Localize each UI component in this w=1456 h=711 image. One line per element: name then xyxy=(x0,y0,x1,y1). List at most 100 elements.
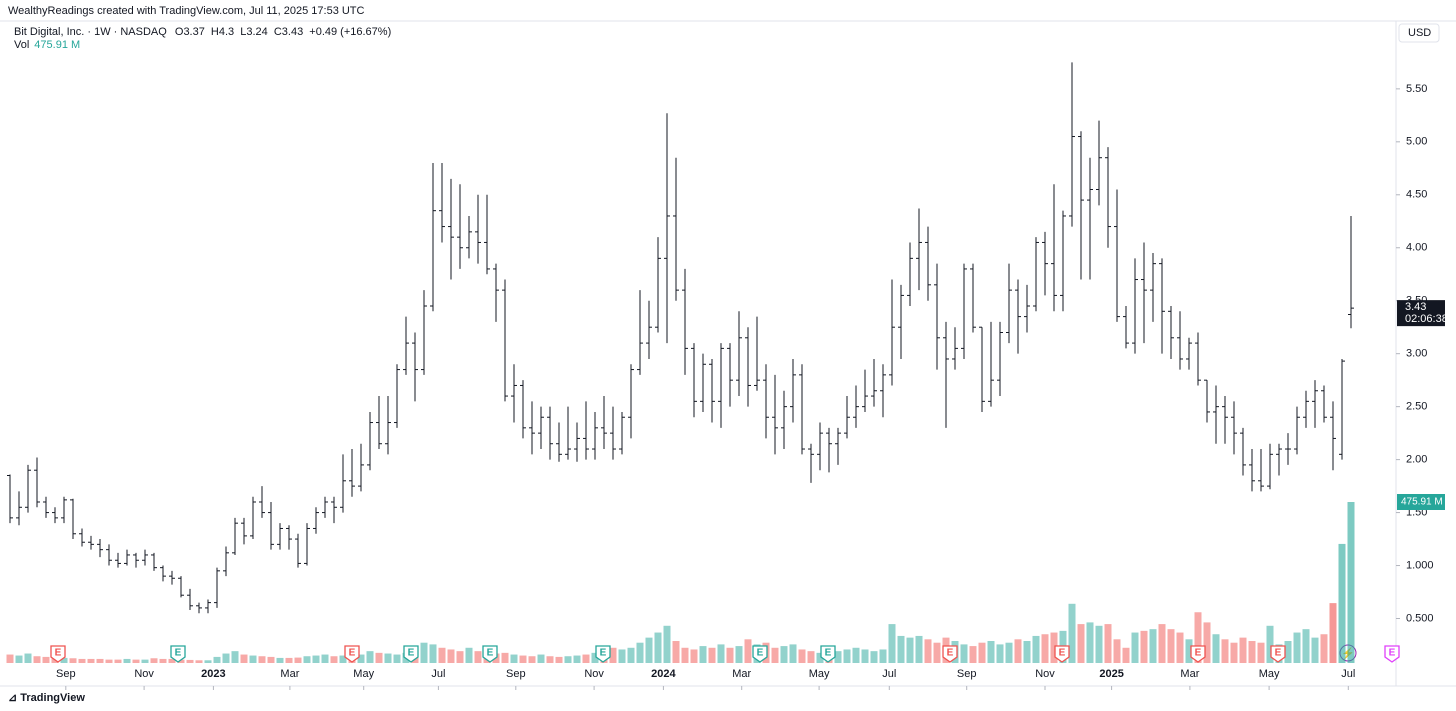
volume-bar xyxy=(231,651,239,663)
volume-bar xyxy=(978,642,986,663)
volume-bar xyxy=(222,653,230,663)
x-tick-label: 2025 xyxy=(1099,668,1123,680)
x-tick-label: May xyxy=(1259,668,1280,680)
currency-button[interactable] xyxy=(1398,23,1440,43)
volume-bar xyxy=(816,652,824,663)
volume-bar xyxy=(186,659,194,663)
volume-bar xyxy=(429,644,437,663)
earnings-icon xyxy=(1054,645,1070,663)
volume-bar xyxy=(537,654,545,663)
volume-bar xyxy=(1311,637,1319,663)
volume-bar xyxy=(24,653,32,663)
volume-bar xyxy=(87,658,95,663)
volume-bar xyxy=(1221,639,1229,663)
c-value: 3.43 xyxy=(282,26,303,38)
volume-bar xyxy=(60,657,68,663)
currency[interactable]: USD xyxy=(1408,27,1431,39)
earnings-label: E xyxy=(1195,648,1202,659)
earnings-label: E xyxy=(757,648,764,659)
volume-bar xyxy=(609,647,617,663)
volume-bar xyxy=(1329,603,1337,663)
x-tick-label: Jul xyxy=(882,668,896,680)
y-tick-label: 5.00 xyxy=(1406,136,1427,148)
volume-bar xyxy=(1050,632,1058,663)
vol-label: Vol 475.91 M xyxy=(14,39,80,51)
volume-bar xyxy=(420,642,428,663)
volume-bar xyxy=(456,651,464,663)
earnings-icon xyxy=(344,645,360,663)
earnings-icon xyxy=(170,645,186,663)
volume-bar xyxy=(1230,642,1238,663)
volume-bar xyxy=(906,637,914,663)
volume-bar xyxy=(870,651,878,663)
volume-bar xyxy=(807,651,815,663)
y-tick-label: 2.00 xyxy=(1406,454,1427,466)
volume-bar xyxy=(96,658,104,663)
volume-bar xyxy=(897,635,905,663)
volume-bar xyxy=(42,656,50,663)
volume-bar xyxy=(1248,641,1256,663)
o-label: O xyxy=(175,26,184,38)
volume-bar xyxy=(384,653,392,663)
earnings-icon xyxy=(1384,645,1400,663)
earnings-icon xyxy=(403,645,419,663)
volume-bar xyxy=(1005,642,1013,663)
volume-bar xyxy=(375,652,383,663)
volume-bar xyxy=(69,658,77,663)
earnings-label: E xyxy=(175,648,182,659)
volume-bar xyxy=(663,625,671,663)
x-tick-label: Jul xyxy=(431,668,445,680)
volume-bar xyxy=(1212,634,1220,663)
volume-bar xyxy=(1266,625,1274,663)
volume-bar xyxy=(123,658,131,663)
earnings-label: E xyxy=(1389,648,1396,659)
earnings-label: E xyxy=(1059,648,1066,659)
volume-bar xyxy=(915,635,923,663)
volume-bar xyxy=(681,647,689,663)
volume-bar xyxy=(1185,639,1193,663)
volume-bar xyxy=(528,656,536,663)
earnings-icon xyxy=(752,645,768,663)
x-tick-label: Sep xyxy=(506,668,526,680)
earnings-icon xyxy=(1270,645,1286,663)
vol-value: 475.91 M xyxy=(34,39,80,51)
volume-bar xyxy=(1068,603,1076,663)
volume-bar xyxy=(708,647,716,663)
price-badge xyxy=(1397,300,1445,327)
volume-bar xyxy=(6,654,14,663)
volume-bar xyxy=(1176,632,1184,663)
volume-bar xyxy=(249,655,257,663)
volume-bar xyxy=(987,641,995,663)
y-tick-label: 1.000 xyxy=(1406,559,1434,571)
o-value: 3.37 xyxy=(183,26,204,38)
x-tick-label: Sep xyxy=(957,668,977,680)
volume-bar xyxy=(564,656,572,663)
earnings-icon xyxy=(1190,645,1206,663)
volume-bar xyxy=(1320,634,1328,663)
volume-bar xyxy=(267,656,275,663)
volume-bar xyxy=(357,654,365,663)
volume-bar xyxy=(1284,641,1292,663)
volume-bar xyxy=(132,659,140,663)
volume-bar xyxy=(636,642,644,663)
y-tick-label: 2.50 xyxy=(1406,401,1427,413)
l-label: L xyxy=(240,26,246,38)
earnings-icon xyxy=(50,645,66,663)
volume-bar xyxy=(1131,632,1139,663)
volume-bar xyxy=(726,647,734,663)
x-tick-label: May xyxy=(353,668,374,680)
volume-bar xyxy=(933,642,941,663)
volume-bar xyxy=(195,660,203,663)
volume-bar xyxy=(960,644,968,663)
volume-bar xyxy=(735,646,743,663)
volume-bar xyxy=(1158,624,1166,663)
volume-bar xyxy=(1023,641,1031,663)
volume-bar xyxy=(1041,634,1049,663)
volume-bar xyxy=(321,654,329,663)
volume-bar xyxy=(996,644,1004,663)
volume-bar xyxy=(1293,632,1301,663)
volume-bar xyxy=(366,651,374,663)
earnings-label: E xyxy=(349,648,356,659)
